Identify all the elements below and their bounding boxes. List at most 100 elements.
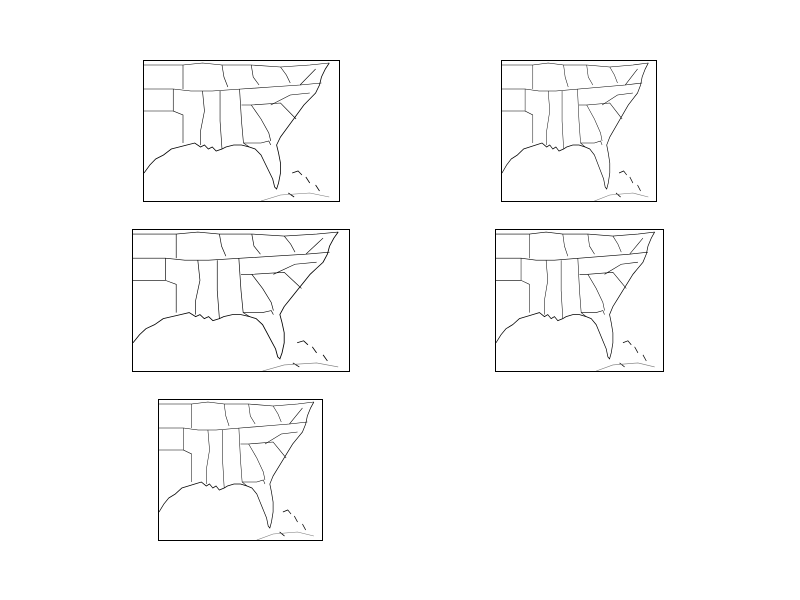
- state-border-3: [544, 260, 549, 315]
- state-border-13: [250, 64, 260, 86]
- state-border-14: [609, 66, 618, 84]
- state-border-9: [183, 428, 192, 482]
- cuba-outline: [256, 531, 314, 540]
- state-border-14: [280, 66, 291, 84]
- state-border-13: [251, 233, 261, 255]
- state-border-5: [577, 258, 587, 317]
- state-border-9: [520, 258, 530, 313]
- state-border-4: [222, 430, 225, 489]
- state-border-6: [581, 310, 605, 315]
- island-1: [297, 340, 309, 346]
- island-2: [294, 515, 298, 523]
- state-border-15: [625, 68, 638, 86]
- island-4: [279, 531, 285, 537]
- state-border-13: [586, 64, 594, 86]
- island-1: [282, 509, 292, 515]
- state-border-2: [144, 82, 322, 92]
- island-4: [619, 362, 625, 368]
- map-panel-4: [495, 229, 664, 372]
- island-1: [292, 170, 303, 176]
- coastline: [144, 62, 330, 190]
- state-border-13: [587, 233, 595, 255]
- state-border-5: [238, 258, 250, 317]
- state-border-7: [251, 102, 297, 120]
- state-border-15: [629, 237, 644, 255]
- state-border-7: [587, 271, 627, 289]
- state-border-8: [240, 443, 266, 481]
- state-border-1: [502, 62, 649, 68]
- state-border-16: [604, 261, 638, 275]
- state-border-12: [562, 233, 569, 257]
- cuba-outline: [260, 192, 330, 201]
- cuba-outline: [262, 362, 339, 371]
- state-border-16: [264, 431, 298, 445]
- state-border-8: [241, 274, 274, 311]
- state-border-5: [238, 427, 248, 487]
- state-border-8: [579, 104, 603, 142]
- map-svg-3: [133, 231, 339, 371]
- state-border-15: [305, 237, 324, 255]
- coastline: [133, 231, 339, 360]
- island-3: [642, 354, 647, 362]
- map-svg-5: [159, 401, 315, 540]
- state-border-2: [133, 251, 330, 261]
- state-border-4: [560, 260, 564, 319]
- state-border-12: [223, 403, 230, 427]
- state-border-16: [270, 92, 310, 106]
- coastline: [496, 231, 655, 360]
- island-3: [315, 184, 320, 192]
- state-border-16: [601, 92, 633, 106]
- state-border-16: [273, 261, 317, 275]
- island-3: [302, 523, 306, 531]
- island-4: [615, 192, 621, 198]
- map-panel-3: [132, 229, 350, 372]
- state-border-14: [272, 405, 282, 423]
- state-border-12: [221, 64, 229, 88]
- island-2: [311, 346, 317, 354]
- cuba-outline: [594, 192, 649, 201]
- island-1: [618, 170, 627, 176]
- state-border-6: [242, 479, 266, 485]
- state-border-2: [159, 421, 308, 431]
- state-border-15: [289, 407, 303, 425]
- state-border-6: [243, 310, 274, 315]
- map-panel-5: [158, 399, 323, 541]
- island-3: [322, 354, 328, 362]
- state-border-14: [612, 235, 622, 253]
- island-4: [292, 362, 300, 368]
- coastline: [159, 401, 315, 529]
- state-border-12: [219, 233, 227, 257]
- island-2: [634, 346, 639, 354]
- state-border-6: [243, 140, 272, 146]
- state-border-8: [241, 104, 272, 142]
- state-border-13: [248, 403, 256, 425]
- map-svg-1: [144, 62, 330, 201]
- state-border-12: [563, 64, 569, 88]
- cuba-outline: [596, 362, 655, 371]
- state-border-15: [299, 68, 316, 86]
- state-border-5: [239, 88, 250, 148]
- state-border-3: [546, 90, 550, 145]
- island-2: [629, 176, 634, 184]
- state-border-1: [496, 231, 655, 237]
- state-border-4: [561, 91, 564, 150]
- state-border-5: [577, 88, 586, 148]
- map-panel-1: [143, 60, 340, 202]
- state-border-1: [133, 231, 339, 237]
- state-border-14: [283, 235, 296, 253]
- state-border-4: [216, 260, 220, 319]
- state-border-1: [159, 401, 314, 407]
- state-border-6: [580, 140, 603, 146]
- state-border-7: [248, 441, 287, 459]
- state-border-9: [172, 89, 184, 143]
- state-border-2: [496, 251, 648, 261]
- map-svg-4: [496, 231, 655, 371]
- state-border-9: [165, 258, 177, 313]
- state-border-3: [206, 429, 210, 484]
- island-3: [637, 184, 641, 192]
- state-border-3: [200, 90, 205, 145]
- map-panel-2: [501, 60, 657, 202]
- island-1: [622, 340, 632, 346]
- island-2: [305, 176, 311, 184]
